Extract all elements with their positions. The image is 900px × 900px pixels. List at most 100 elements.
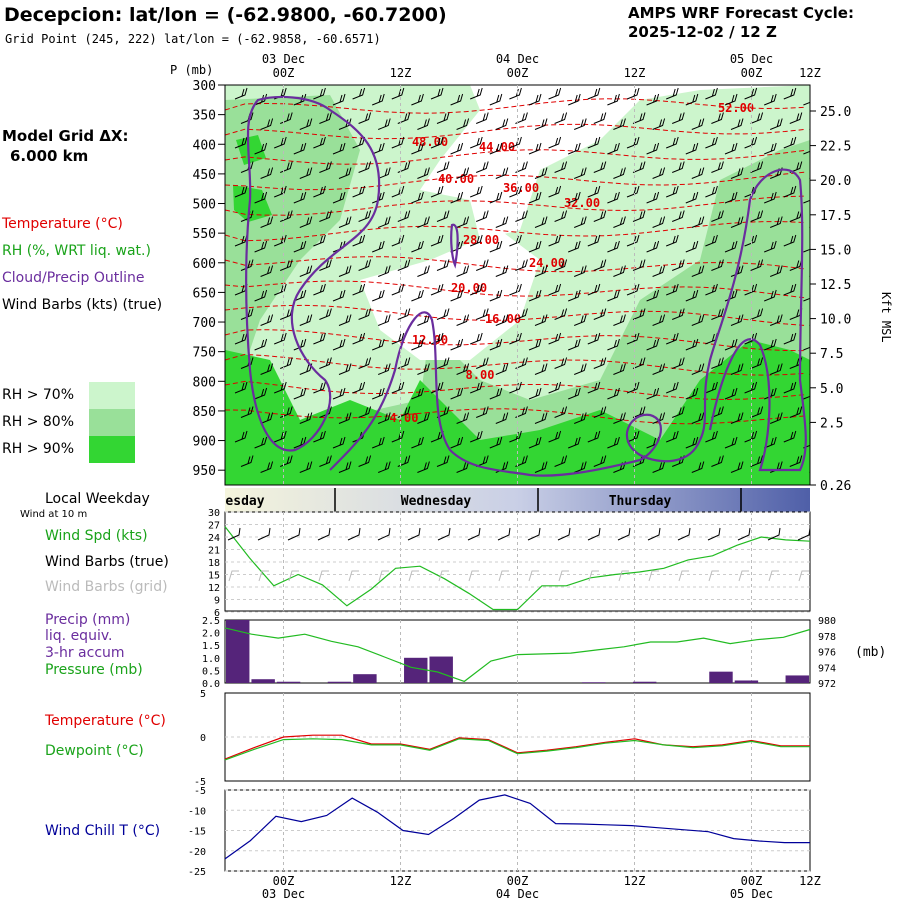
- wind-barbs-true-legend-label: Wind Barbs (true): [45, 554, 169, 570]
- wind-barb: [666, 430, 679, 443]
- wind-barb: [554, 406, 568, 418]
- wind-barb: [313, 332, 326, 345]
- wind-barb: [430, 234, 444, 247]
- wind-barb: [240, 308, 254, 320]
- wind-barb: [568, 436, 581, 449]
- precip-bar: [709, 671, 733, 683]
- wind-barb: [691, 118, 705, 130]
- wind-barb: [528, 436, 542, 449]
- wind-barb: [534, 167, 548, 179]
- wind-barb: [358, 112, 372, 124]
- wind-barb: [260, 461, 274, 473]
- wind-tick-label: 6: [214, 608, 220, 619]
- wind-barb: [750, 455, 764, 467]
- wind-barb: [685, 338, 699, 351]
- temperature-contour-label: 40.00: [438, 172, 474, 186]
- wind-barb: [352, 185, 366, 198]
- temperature-contour: [225, 304, 806, 326]
- wind-barb: [554, 259, 568, 271]
- wind-barb: [274, 185, 287, 198]
- wind-barb: [470, 332, 483, 345]
- wind-barb: [593, 357, 607, 369]
- wind-barb: [607, 289, 620, 302]
- wind-barb: [411, 142, 424, 155]
- wind-barb: [803, 101, 810, 106]
- wind-barb: [411, 436, 424, 449]
- pressure-tick-label: 972: [818, 679, 836, 690]
- wind-barb: [803, 297, 810, 302]
- wind-barb: [254, 289, 268, 302]
- wind-barb: [783, 185, 797, 198]
- temperature-contour-label: 4.00: [390, 411, 419, 425]
- wind-barb: [672, 308, 685, 320]
- grid-wind-barb: [228, 570, 239, 582]
- wind-barb: [456, 167, 470, 179]
- wind-barb: [691, 314, 705, 326]
- wind-barb: [803, 444, 810, 449]
- page-title: Decepcion: lat/lon = (-62.9800, -60.7200…: [4, 4, 447, 26]
- wind-barb: [470, 430, 483, 443]
- chill-tick-label: -20: [188, 847, 206, 858]
- hour-label-bottom: 00Z: [741, 874, 763, 888]
- wind-barb: [705, 185, 718, 198]
- wind-barb: [554, 455, 568, 467]
- precip-bar: [632, 681, 657, 683]
- wind-barb: [770, 216, 783, 228]
- wind-barb: [691, 363, 705, 375]
- wind-barb: [574, 265, 587, 277]
- wind-barb: [607, 387, 620, 400]
- wind-barb: [730, 216, 744, 228]
- wind-barb: [352, 234, 366, 247]
- wind-barb: [254, 338, 268, 351]
- wind-barb: [764, 387, 777, 400]
- wind-barb: [352, 381, 366, 394]
- wind-barb: [436, 259, 450, 271]
- wind-barb: [803, 150, 810, 155]
- wind-barb: [456, 314, 470, 326]
- pressure-axis-title: P (mb): [170, 63, 213, 77]
- wind-barb: [744, 87, 758, 100]
- model-grid-value: 6.000 km: [10, 147, 89, 165]
- wind-barb: [417, 216, 430, 228]
- wind-barb: [672, 406, 685, 418]
- wind-barb: [476, 210, 489, 222]
- rh90-region: [225, 340, 810, 485]
- wind-barb: [632, 357, 646, 369]
- wind-barb: [489, 436, 503, 449]
- temperature-contour: [225, 149, 806, 165]
- precip-bar: [353, 674, 377, 683]
- wind-barb: [646, 191, 660, 204]
- height-tick-label: 10.0: [820, 313, 851, 328]
- grid-wind-barb: [798, 570, 809, 582]
- wind-barb: [809, 471, 810, 473]
- grid-wind-barb: [318, 570, 329, 582]
- wind-barb: [626, 185, 640, 198]
- wind-barb: [515, 161, 528, 173]
- pressure-tick-label: 980: [818, 616, 836, 627]
- wind-barb: [260, 363, 274, 375]
- temperature-line: [224, 734, 810, 760]
- wind-barb: [470, 381, 483, 394]
- temperature-contour: [225, 353, 806, 376]
- wind-barb: [391, 87, 405, 100]
- wind-barb: [411, 240, 424, 253]
- wind-barb: [489, 289, 503, 302]
- precip-bar: [327, 681, 352, 683]
- wind-barb: [450, 387, 464, 400]
- wind-barb: [470, 185, 483, 198]
- wind-tick-label: 12: [208, 583, 220, 594]
- wind-barb: [803, 248, 810, 253]
- wind-barb: [489, 387, 503, 400]
- wind-barb: [770, 363, 783, 375]
- wind-barb: [646, 93, 660, 106]
- wind-barb: [652, 314, 666, 326]
- wind-barb: [430, 136, 444, 149]
- cloud-outline-thin: [450, 223, 459, 269]
- wind-barb: [783, 430, 797, 443]
- wind-barb: [568, 191, 581, 204]
- grid-wind-barb: [288, 570, 299, 582]
- wind-barb: [568, 240, 581, 253]
- wind-barb: [476, 112, 489, 124]
- cloud-outline-left: [245, 95, 381, 452]
- wind-barb: [274, 332, 287, 345]
